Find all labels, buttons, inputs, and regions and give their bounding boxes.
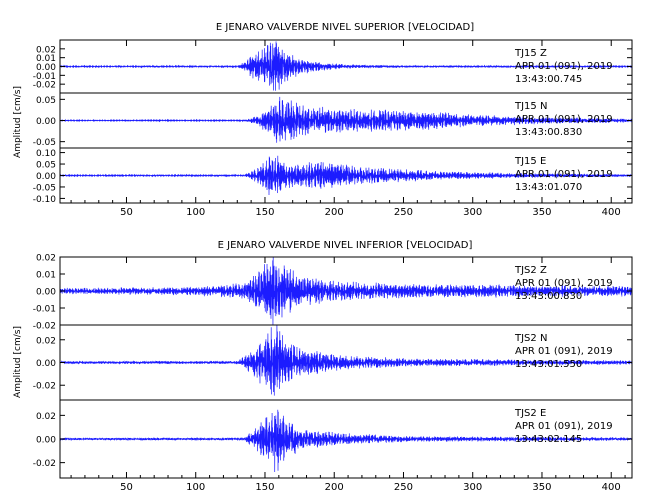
date-label: APR 01 (091), 2019 [515, 114, 613, 125]
station-label: TJS2 Z [514, 265, 547, 276]
trace-panel-tj15-e: 0.10 0.050.00-0.05 -0.10 TJ15 E APR 01 (091)… [33, 147, 633, 205]
station-label: TJ15 E [514, 156, 546, 167]
x-tick-label: 250 [394, 207, 413, 218]
y-axis-label: Amplitud [cm/s] [13, 86, 23, 158]
x-tick-label: 150 [255, 482, 274, 493]
y-tick-label: -0.05 [33, 138, 56, 148]
y-tick-label: -0.01 [33, 72, 56, 82]
chart-upper: E JENARO VALVERDE NIVEL SUPERIOR [VELOCI… [13, 22, 633, 218]
y-tick-label: 0.00 [36, 117, 56, 127]
y-axis-label: Amplitud [cm/s] [13, 326, 23, 398]
time-label: 13:43:01.550 [515, 359, 582, 370]
date-label: APR 01 (091), 2019 [515, 421, 613, 432]
trace-panel-tjs2-e: 0.02 0.00 -0.02 TJS2 E APR 01 (091), 2019 13:… [33, 399, 633, 479]
time-label: 13:43:01.070 [515, 182, 582, 193]
y-tick-label: 0.05 [36, 96, 56, 106]
y-tick-label: 0.00 [36, 288, 56, 298]
date-label: APR 01 (091), 2019 [515, 278, 613, 289]
panel-group: 0.02 0.01 0.00 -0.01 -0.02 TJS2 Z APR 01 (091)… [33, 254, 633, 479]
time-label: 13:43:00.745 [515, 74, 582, 85]
x-tick-label: 400 [602, 207, 621, 218]
x-tick-label: 400 [602, 482, 621, 493]
x-tick-label: 250 [394, 482, 413, 493]
x-axis: 50 100 150 200 250 300 350 400 [70, 40, 626, 218]
waveform-trace [59, 96, 633, 143]
time-label: 13:43:02.145 [515, 434, 582, 445]
waveform-trace [59, 155, 633, 196]
station-label: TJ15 Z [514, 48, 547, 59]
trace-panel-tjs2-n: 0.02 0.00 -0.02 TJS2 N APR 01 (091), 2019 13:… [33, 324, 633, 401]
trace-panel-tjs2-z: 0.02 0.01 0.00 -0.01 -0.02 TJS2 Z APR 01 (091)… [33, 254, 633, 332]
waveform-trace [59, 325, 633, 396]
date-label: APR 01 (091), 2019 [515, 169, 613, 180]
waveform-trace [59, 409, 633, 473]
station-label: TJ15 N [514, 101, 547, 112]
waveform-trace [59, 41, 633, 91]
time-label: 13:43:00.830 [515, 291, 582, 302]
y-tick-label: 0.02 [36, 412, 56, 422]
y-tick-label: 0.05 [36, 161, 56, 171]
y-tick-label: -0.01 [33, 305, 56, 315]
time-label: 13:43:00.830 [515, 127, 582, 138]
x-tick-label: 350 [532, 482, 551, 493]
x-tick-label: 100 [186, 207, 205, 218]
y-tick-label: 0.01 [36, 271, 56, 281]
date-label: APR 01 (091), 2019 [515, 61, 613, 72]
waveform-trace [59, 257, 633, 325]
y-tick-label: 0.10 [36, 149, 56, 159]
x-tick-label: 150 [255, 207, 274, 218]
y-tick-label: 0.01 [36, 54, 56, 64]
y-tick-label: 0.00 [36, 172, 56, 182]
x-tick-label: 300 [463, 207, 482, 218]
y-tick-label: 0.02 [36, 336, 56, 346]
y-tick-label: -0.10 [33, 195, 57, 205]
x-tick-label: 350 [532, 207, 551, 218]
y-tick-label: 0.00 [36, 63, 56, 73]
x-tick-label: 300 [463, 482, 482, 493]
x-tick-label: 100 [186, 482, 205, 493]
chart-title: E JENARO VALVERDE NIVEL INFERIOR [VELOCI… [218, 240, 473, 251]
y-tick-label: -0.05 [33, 183, 56, 193]
date-label: APR 01 (091), 2019 [515, 346, 613, 357]
x-tick-label: 50 [120, 482, 133, 493]
trace-panel-tj15-n: 0.05 0.00 -0.05 TJ15 N APR 01 (091), 2019 13:… [33, 92, 633, 149]
y-tick-label: -0.02 [33, 322, 56, 332]
station-label: TJS2 N [514, 333, 547, 344]
y-tick-label: 0.00 [36, 359, 56, 369]
y-tick-label: -0.02 [33, 459, 56, 469]
y-tick-label: 0.02 [36, 254, 56, 264]
y-tick-label: -0.02 [33, 81, 56, 91]
x-tick-label: 200 [325, 207, 344, 218]
y-tick-label: -0.02 [33, 382, 56, 392]
station-label: TJS2 E [514, 408, 546, 419]
x-tick-label: 50 [120, 207, 133, 218]
chart-lower: E JENARO VALVERDE NIVEL INFERIOR [VELOCI… [13, 240, 633, 493]
y-tick-label: 0.00 [36, 436, 56, 446]
trace-panel-tj15-z: 0.020.010.00-0.01-0.02 TJ15 Z APR 01 (091)… [33, 39, 633, 94]
x-axis: 50 100 150 200 250 300 350 400 [70, 257, 626, 493]
x-tick-label: 200 [325, 482, 344, 493]
y-tick-label: 0.02 [36, 45, 56, 55]
chart-title: E JENARO VALVERDE NIVEL SUPERIOR [VELOCI… [216, 22, 474, 33]
